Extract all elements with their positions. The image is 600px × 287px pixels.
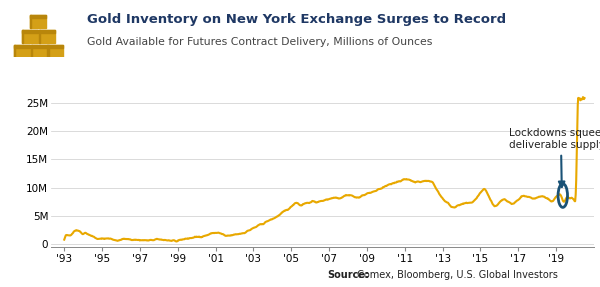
Bar: [39, 30, 55, 33]
Bar: [22, 30, 23, 43]
Bar: [31, 45, 47, 57]
Bar: [31, 45, 47, 48]
Text: Lockdowns squeeze
deliverable supply: Lockdowns squeeze deliverable supply: [509, 129, 600, 187]
Text: Source:: Source:: [327, 270, 369, 280]
Bar: [14, 45, 30, 48]
Bar: [30, 15, 46, 28]
Bar: [47, 45, 64, 57]
Text: Comex, Bloomberg, U.S. Global Investors: Comex, Bloomberg, U.S. Global Investors: [354, 270, 558, 280]
Bar: [30, 15, 31, 28]
Text: Gold Inventory on New York Exchange Surges to Record: Gold Inventory on New York Exchange Surg…: [87, 13, 506, 26]
Bar: [47, 45, 49, 57]
Bar: [30, 15, 46, 18]
Bar: [14, 45, 30, 57]
Bar: [39, 30, 55, 43]
Bar: [31, 45, 32, 57]
Bar: [14, 45, 15, 57]
Bar: [39, 30, 40, 43]
Bar: [47, 45, 64, 48]
Text: Gold Available for Futures Contract Delivery, Millions of Ounces: Gold Available for Futures Contract Deli…: [87, 37, 433, 47]
Bar: [22, 30, 38, 43]
Bar: [22, 30, 38, 33]
